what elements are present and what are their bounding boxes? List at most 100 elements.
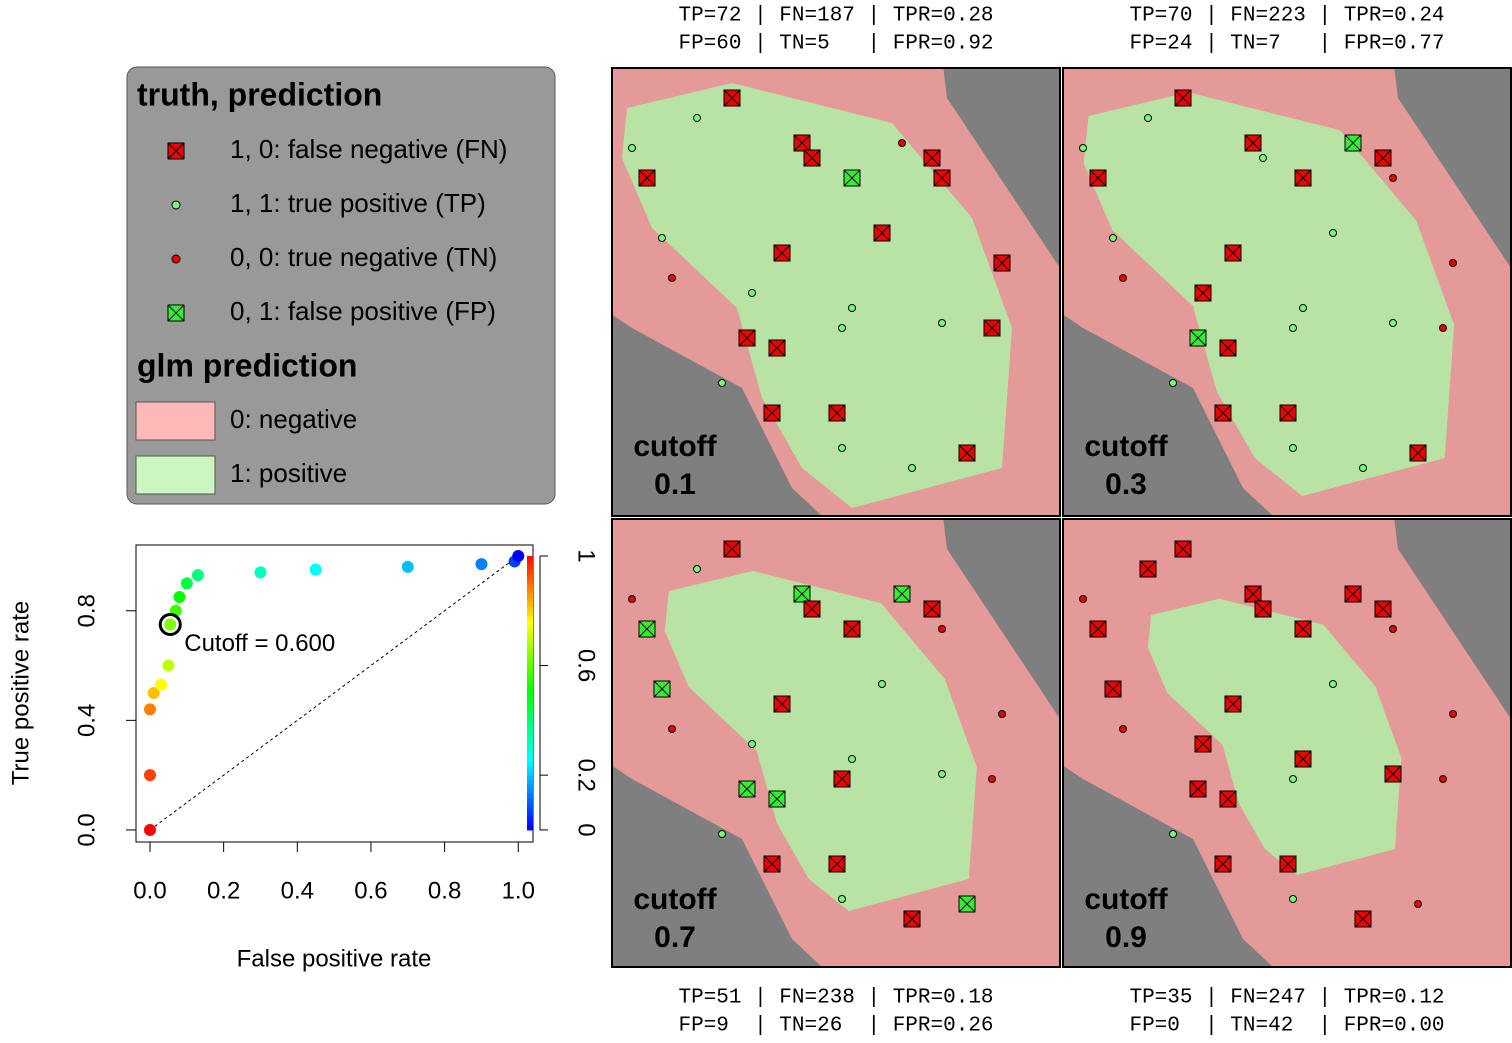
- map-panel: cutoff 0.1 TP=72 | FN=187 | TPR=0.28 FP=60 …: [611, 5, 1061, 517]
- site-marker: [993, 254, 1011, 272]
- site-marker: [1439, 324, 1447, 332]
- site-marker: [843, 169, 861, 187]
- legend-item: 0: negative: [230, 404, 357, 434]
- colorbar-segment: [527, 560, 533, 566]
- colorbar-segment: [527, 606, 533, 612]
- site-marker: [1299, 304, 1307, 312]
- site-marker: [1174, 89, 1192, 107]
- colorbar-segment: [527, 715, 533, 721]
- site-marker: [1244, 134, 1262, 152]
- map-panel: cutoff 0.3 TP=70 | FN=223 | TPR=0.24 FP=24 …: [1062, 5, 1512, 517]
- colorbar-segment: [527, 692, 533, 699]
- colorbar-segment: [527, 793, 533, 799]
- map-frame: [1062, 518, 1512, 968]
- site-marker: [1144, 114, 1152, 122]
- colorbar-segment: [527, 779, 533, 785]
- colorbar-segment: [527, 592, 533, 598]
- site-marker: [628, 595, 636, 603]
- site-marker: [718, 379, 726, 387]
- map-panel: cutoff 0.9 TP=35 | FN=247 | TPR=0.12 FP=0 |…: [1062, 518, 1512, 1038]
- site-marker: [1344, 134, 1362, 152]
- site-marker: [803, 600, 821, 618]
- site-marker: [1294, 169, 1312, 187]
- site-marker: [668, 274, 676, 282]
- colorbar-segment: [527, 610, 533, 616]
- site-marker: [793, 134, 811, 152]
- site-marker: [828, 855, 846, 873]
- site-marker: [773, 244, 791, 262]
- site-marker: [958, 444, 976, 462]
- colorbar-segment: [527, 633, 533, 639]
- colorbar-segment: [527, 619, 533, 625]
- site-marker: [988, 775, 996, 783]
- site-marker: [768, 790, 786, 808]
- site-marker: [1409, 444, 1427, 462]
- map-clip: [1063, 68, 1511, 516]
- site-marker: [1374, 149, 1392, 167]
- colorbar-segment: [527, 688, 533, 694]
- colorbar-segment: [527, 615, 533, 621]
- colorbar-segment: [527, 647, 533, 653]
- legend-symbol: [167, 142, 185, 160]
- legend-swatch: [135, 455, 216, 495]
- site-marker: [1109, 234, 1117, 242]
- site-marker: [1174, 540, 1192, 558]
- colorbar-segment: [527, 797, 533, 804]
- colorbar-segment: [527, 738, 533, 744]
- site-marker: [1194, 735, 1212, 753]
- colorbar-segment: [527, 624, 533, 630]
- roc-point: [162, 659, 175, 672]
- colorbar-segment: [527, 587, 533, 593]
- roc-point: [143, 703, 156, 716]
- colorbar-segment: [527, 578, 533, 584]
- stats-line: TP=70 | FN=223 | TPR=0.24: [1129, 5, 1444, 28]
- roc-point: [164, 618, 177, 631]
- colorbar-segment: [527, 756, 533, 762]
- site-marker: [1389, 625, 1397, 633]
- site-marker: [1294, 620, 1312, 638]
- roc-point: [155, 678, 168, 691]
- roc-point: [173, 591, 186, 604]
- colorbar-segment: [527, 802, 533, 808]
- legend-title: truth, prediction: [137, 76, 382, 112]
- colorbar-segment: [527, 820, 533, 826]
- legend-item: 1, 1: true positive (TP): [230, 188, 486, 218]
- legend-box: [126, 66, 556, 505]
- roc-point: [254, 566, 267, 579]
- colorbar-segment: [527, 656, 533, 662]
- roc-point: [309, 563, 322, 576]
- site-marker: [718, 830, 726, 838]
- site-marker: [748, 740, 756, 748]
- site-marker: [693, 114, 701, 122]
- annotation: Cutoff = 0.600: [184, 630, 335, 657]
- site-marker: [838, 895, 846, 903]
- site-marker: [793, 585, 811, 603]
- colorbar-segment: [527, 638, 533, 644]
- site-marker: [1329, 680, 1337, 688]
- x-tick-label: 0.2: [207, 877, 240, 904]
- colorbar-segment: [527, 569, 533, 575]
- site-marker: [998, 710, 1006, 718]
- y-tick-label: 0.0: [73, 813, 100, 846]
- site-marker: [1219, 790, 1237, 808]
- site-marker: [1329, 229, 1337, 237]
- cutoff-marker: [158, 612, 182, 636]
- site-marker: [958, 895, 976, 913]
- site-marker: [1119, 274, 1127, 282]
- site-marker: [828, 404, 846, 422]
- site-marker: [1079, 595, 1087, 603]
- site-marker: [938, 319, 946, 327]
- legend-symbol: [167, 304, 185, 322]
- site-marker: [1384, 765, 1402, 783]
- site-marker: [668, 725, 676, 733]
- colorbar-segment: [527, 807, 533, 813]
- cutoff-value: 0.1: [654, 468, 696, 501]
- x-tick-label: 0.4: [281, 877, 314, 904]
- diagonal: [149, 555, 519, 831]
- stats-line: TP=35 | FN=247 | TPR=0.12: [1129, 987, 1444, 1010]
- site-marker: [833, 770, 851, 788]
- stats-line: FP=0 | TN=42 | FPR=0.00: [1129, 1015, 1444, 1038]
- roc-point: [143, 823, 156, 836]
- site-marker: [1259, 154, 1267, 162]
- site-marker: [768, 339, 786, 357]
